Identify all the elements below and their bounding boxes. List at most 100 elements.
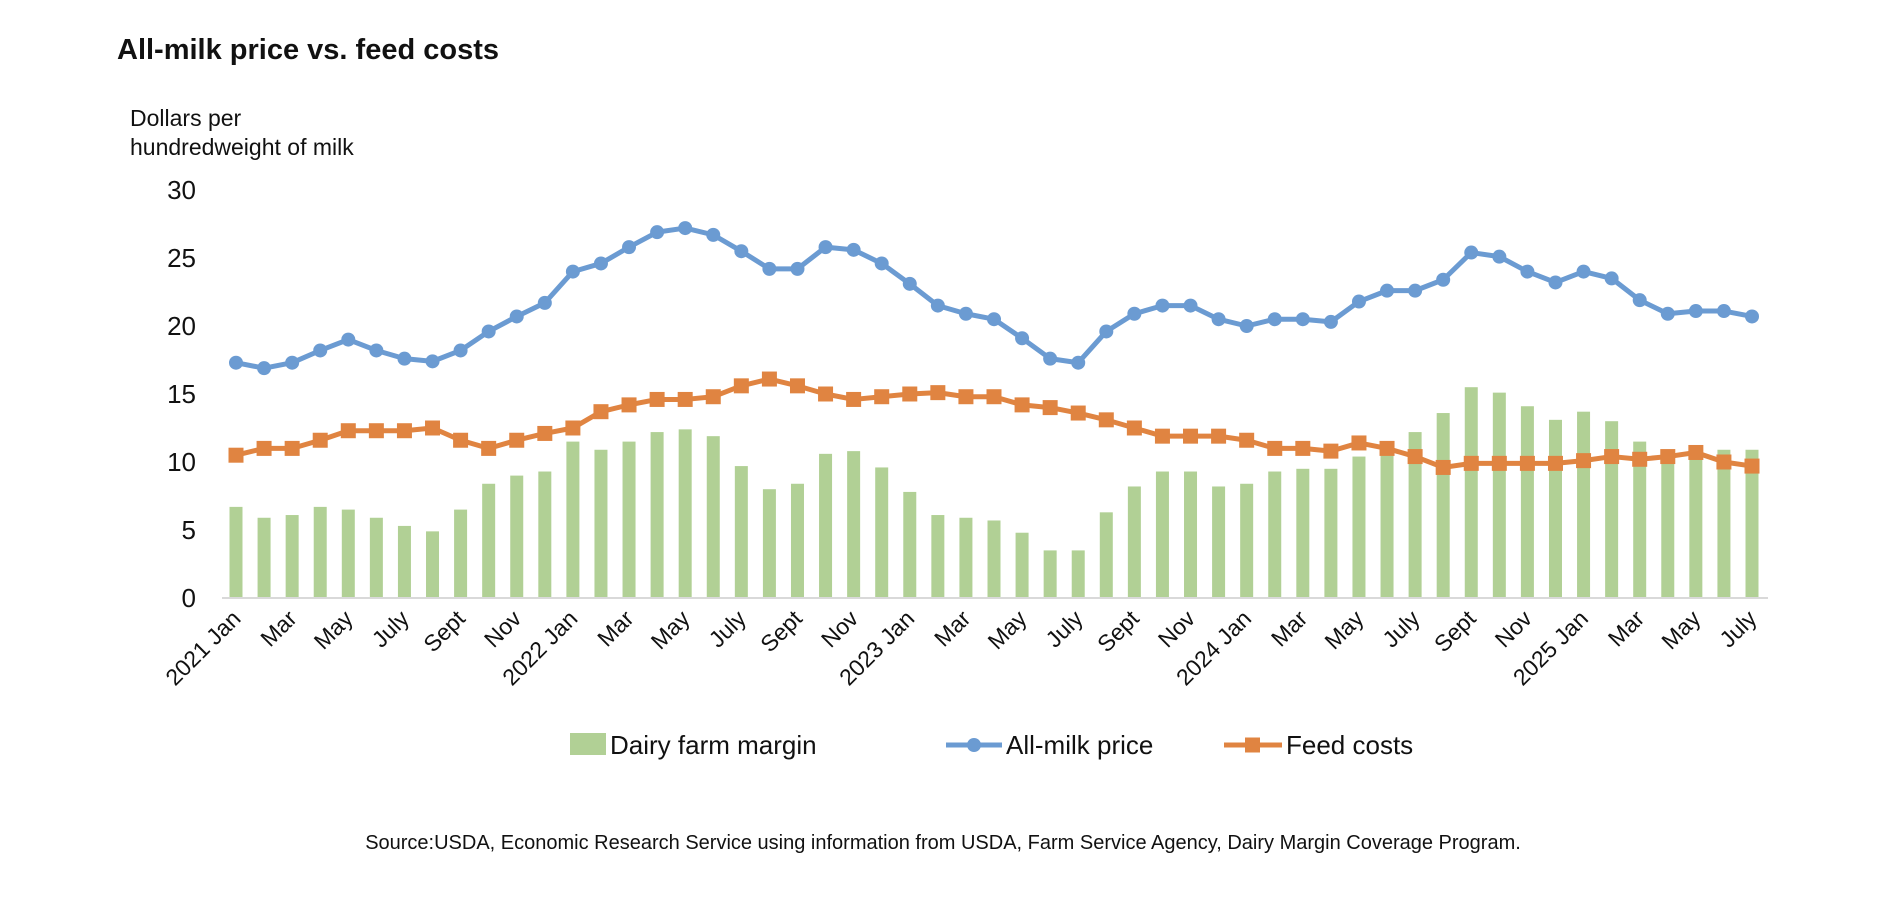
feed-cost-point bbox=[256, 440, 272, 456]
feed-cost-point bbox=[874, 389, 890, 405]
milk-price-point bbox=[1408, 283, 1423, 298]
x-tick-label: May bbox=[309, 605, 358, 654]
margin-bar bbox=[819, 453, 833, 598]
margin-bar bbox=[1155, 471, 1169, 598]
milk-price-point bbox=[958, 306, 973, 321]
feed-cost-point bbox=[1098, 412, 1114, 428]
milk-price-point bbox=[1267, 312, 1282, 327]
feed-cost-point bbox=[1323, 443, 1339, 459]
margin-bar bbox=[1520, 406, 1534, 598]
feed-cost-point bbox=[1042, 400, 1058, 416]
margin-bar bbox=[1324, 468, 1338, 598]
feed-cost-point bbox=[368, 423, 384, 439]
margin-bar bbox=[285, 515, 299, 598]
x-tick-label: Nov bbox=[1153, 605, 1201, 653]
margin-bar bbox=[454, 509, 468, 598]
margin-bar bbox=[847, 451, 861, 598]
milk-price-point bbox=[1239, 319, 1254, 333]
feed-cost-point bbox=[396, 423, 412, 439]
y-tick-label: 25 bbox=[167, 243, 196, 273]
feed-cost-point bbox=[1183, 428, 1199, 444]
milk-price-point bbox=[453, 343, 468, 358]
legend-label: Dairy farm margin bbox=[610, 730, 817, 760]
margin-bar bbox=[875, 467, 889, 598]
margin-bar bbox=[1127, 486, 1141, 598]
margin-bar bbox=[1577, 411, 1591, 598]
margin-bar bbox=[1352, 456, 1366, 598]
milk-price-point bbox=[1099, 324, 1114, 339]
x-tick-label: Nov bbox=[816, 605, 864, 653]
margin-bar bbox=[1548, 419, 1562, 598]
margin-bar bbox=[734, 466, 748, 598]
x-tick-label: July bbox=[1377, 605, 1425, 653]
milk-price-point bbox=[1745, 309, 1759, 324]
milk-price-point bbox=[1660, 306, 1675, 321]
feed-cost-point bbox=[593, 404, 609, 420]
margin-bar bbox=[1436, 413, 1450, 598]
feed-cost-point bbox=[509, 432, 525, 448]
milk-price-point bbox=[874, 256, 889, 271]
feed-cost-point bbox=[1126, 420, 1142, 436]
margin-bar bbox=[1296, 468, 1310, 598]
margin-bar bbox=[482, 483, 496, 598]
milk-price-point bbox=[1183, 298, 1198, 313]
milk-price-point bbox=[397, 351, 412, 366]
margin-bar bbox=[313, 506, 327, 598]
margin-bar bbox=[1717, 449, 1731, 598]
milk-price-point bbox=[706, 227, 721, 242]
milk-price-point bbox=[1127, 306, 1142, 321]
margin-bar bbox=[622, 441, 636, 598]
milk-price-point bbox=[229, 355, 243, 370]
milk-price-point bbox=[1043, 351, 1058, 366]
milk-price-point bbox=[369, 343, 384, 358]
x-tick-label: Mar bbox=[592, 605, 639, 652]
margin-bar bbox=[426, 531, 440, 598]
feed-cost-point bbox=[1660, 449, 1676, 465]
x-tick-label: Nov bbox=[1490, 605, 1538, 653]
milk-price-point bbox=[1492, 249, 1507, 264]
feed-cost-point bbox=[1239, 432, 1255, 448]
y-tick-label: 0 bbox=[182, 583, 196, 613]
feed-cost-point bbox=[1744, 458, 1760, 474]
feed-cost-point bbox=[621, 397, 637, 413]
margin-bar bbox=[678, 429, 692, 598]
legend-marker-circle bbox=[967, 738, 981, 752]
x-tick-label: July bbox=[704, 605, 752, 653]
milk-price-point bbox=[257, 361, 272, 376]
milk-price-point bbox=[987, 312, 1001, 327]
milk-price-point bbox=[1295, 312, 1310, 327]
margin-bar bbox=[987, 520, 1001, 598]
milk-price-point bbox=[650, 225, 665, 240]
feed-cost-point bbox=[340, 423, 356, 439]
feed-cost-point bbox=[902, 386, 918, 402]
feed-cost-point bbox=[228, 447, 244, 463]
feed-cost-point bbox=[846, 391, 862, 407]
feed-cost-point bbox=[453, 432, 469, 448]
y-axis-label-line: Dollars per bbox=[130, 105, 242, 131]
legend-swatch-margin bbox=[570, 733, 606, 755]
x-tick-label: Sept bbox=[1429, 605, 1481, 657]
x-tick-label: May bbox=[646, 605, 695, 654]
feed-cost-point bbox=[1632, 451, 1648, 467]
feed-cost-point bbox=[677, 391, 693, 407]
x-tick-label: May bbox=[1656, 605, 1705, 654]
milk-price-point bbox=[509, 309, 524, 324]
feed-cost-point bbox=[1716, 454, 1732, 470]
y-tick-label: 5 bbox=[182, 515, 196, 545]
margin-bar bbox=[397, 525, 411, 598]
feed-cost-point bbox=[284, 440, 300, 456]
milk-price-point bbox=[1351, 294, 1366, 309]
milk-price-point bbox=[1548, 275, 1563, 290]
feed-cost-point bbox=[1435, 459, 1451, 475]
milk-price-point bbox=[425, 354, 440, 369]
feed-cost-point bbox=[733, 378, 749, 394]
milk-price-point bbox=[818, 240, 833, 255]
feed-cost-point bbox=[425, 420, 441, 436]
margin-bar bbox=[1380, 447, 1394, 598]
feed-cost-point bbox=[761, 371, 777, 387]
margin-bar bbox=[790, 483, 804, 598]
milk-price-point bbox=[1632, 293, 1647, 308]
y-tick-label: 10 bbox=[167, 447, 196, 477]
margin-bar bbox=[1240, 483, 1254, 598]
milk-price-point bbox=[1520, 264, 1535, 279]
